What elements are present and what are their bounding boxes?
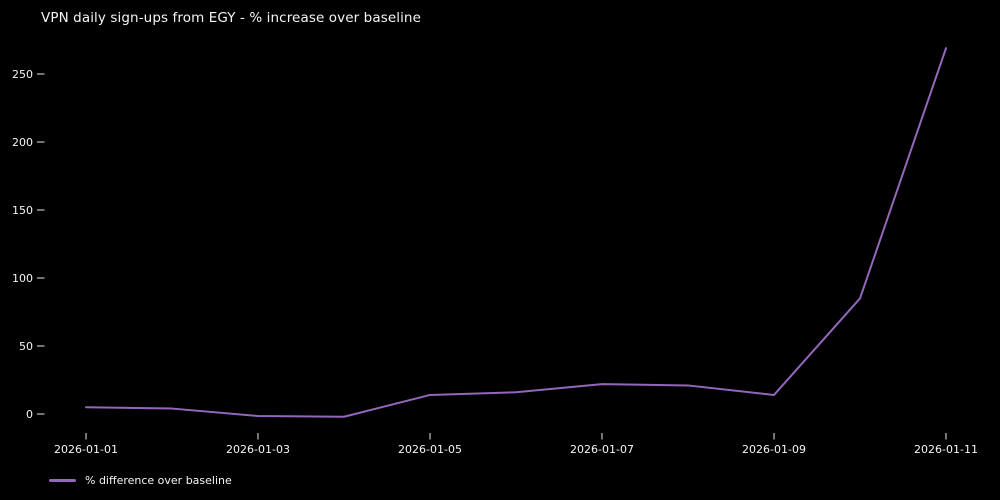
y-tick-label: 150 — [12, 204, 33, 217]
x-tick-label: 2026-01-01 — [54, 443, 118, 456]
x-tick-label: 2026-01-03 — [226, 443, 290, 456]
x-tick-label: 2026-01-09 — [742, 443, 806, 456]
series-line — [85, 47, 947, 418]
x-tick-label: 2026-01-05 — [398, 443, 462, 456]
y-tick-label: 50 — [19, 340, 33, 353]
legend-label: % difference over baseline — [85, 474, 232, 487]
y-tick-label: 0 — [26, 408, 33, 421]
legend-line-swatch — [49, 479, 76, 482]
legend: % difference over baseline — [49, 474, 232, 487]
x-tick-label: 2026-01-11 — [914, 443, 978, 456]
chart-title: VPN daily sign-ups from EGY - % increase… — [41, 10, 421, 26]
y-tick-label: 200 — [12, 136, 33, 149]
y-tick-label: 250 — [12, 68, 33, 81]
y-tick-label: 100 — [12, 272, 33, 285]
x-tick-label: 2026-01-07 — [570, 443, 634, 456]
